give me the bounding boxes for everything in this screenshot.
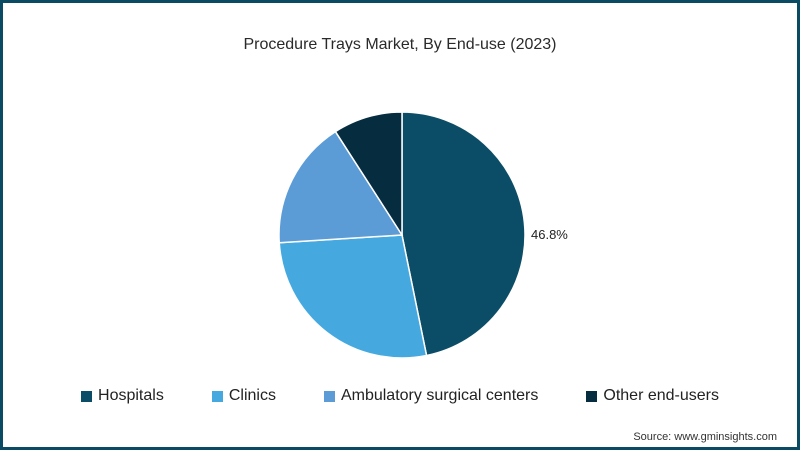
pie-slice-other-end-users bbox=[334, 111, 403, 238]
pie-chart bbox=[278, 111, 526, 359]
pie-slice-hospitals bbox=[401, 111, 526, 357]
pie-slice-ambulatory-surgical-centers bbox=[278, 130, 404, 244]
pie-slice-clinics bbox=[278, 234, 428, 359]
legend-item-ambulatory: Ambulatory surgical centers bbox=[323, 387, 539, 405]
legend: Hospitals Clinics Ambulatory surgical ce… bbox=[3, 387, 797, 405]
legend-label: Hospitals bbox=[98, 387, 164, 404]
legend-item-hospitals: Hospitals bbox=[81, 387, 164, 405]
legend-label: Ambulatory surgical centers bbox=[340, 387, 539, 404]
legend-label: Clinics bbox=[228, 387, 276, 404]
source-note: Source: www.gminsights.com bbox=[633, 431, 777, 443]
chart-title: Procedure Trays Market, By End-use (2023… bbox=[243, 36, 557, 53]
hospitals-data-label: 46.8% bbox=[531, 227, 568, 242]
legend-item-clinics: Clinics bbox=[211, 387, 276, 405]
legend-item-other: Other end-users bbox=[586, 387, 719, 405]
legend-swatch-clinics bbox=[211, 390, 223, 402]
legend-swatch-hospitals bbox=[81, 390, 93, 402]
legend-label: Other end-users bbox=[603, 387, 719, 404]
legend-swatch-ambulatory bbox=[323, 390, 335, 402]
pie-slices bbox=[278, 111, 526, 359]
legend-swatch-other bbox=[586, 390, 598, 402]
